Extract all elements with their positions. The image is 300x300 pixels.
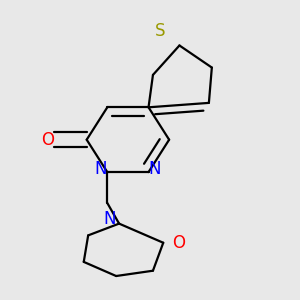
Text: N: N	[103, 210, 116, 228]
Text: N: N	[95, 160, 107, 178]
Text: N: N	[148, 160, 161, 178]
Text: O: O	[172, 234, 185, 252]
Text: S: S	[155, 22, 166, 40]
Text: O: O	[41, 131, 54, 149]
